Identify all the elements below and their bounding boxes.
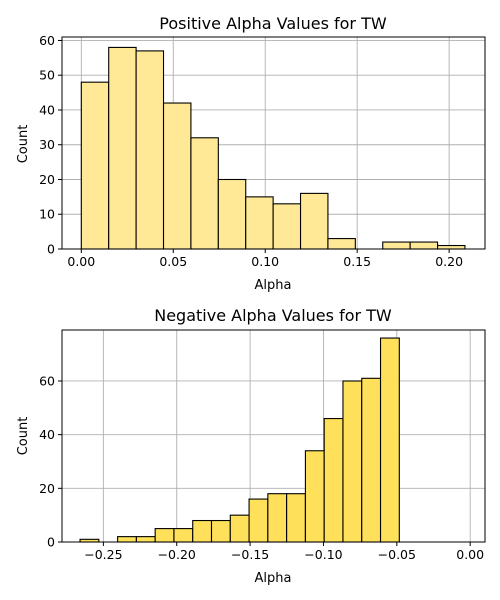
histogram-bar bbox=[286, 493, 306, 543]
histogram-bar bbox=[190, 137, 219, 250]
histogram-bar bbox=[229, 514, 250, 543]
y-tick-label: 0 bbox=[47, 242, 55, 257]
x-tick-label: −0.05 bbox=[378, 547, 416, 562]
positive-alpha-histogram: Positive Alpha Values for TW Alpha Count… bbox=[16, 14, 486, 293]
histogram-bar bbox=[248, 498, 269, 543]
x-tick-label: −0.25 bbox=[84, 547, 122, 562]
negative-alpha-histogram: Negative Alpha Values for TW Alpha Count… bbox=[16, 306, 486, 586]
bars bbox=[80, 46, 466, 250]
y-tick-label: 40 bbox=[39, 427, 55, 442]
histogram-bar bbox=[267, 493, 288, 543]
x-tick-label: 0.10 bbox=[251, 254, 279, 269]
chart-title: Negative Alpha Values for TW bbox=[154, 306, 392, 325]
histogram-bar bbox=[304, 450, 325, 543]
histogram-bar bbox=[299, 192, 329, 250]
histogram-bar bbox=[245, 196, 274, 250]
x-tick-label: 0.15 bbox=[343, 254, 371, 269]
histogram-bar bbox=[192, 519, 213, 543]
x-tick-label: −0.10 bbox=[304, 547, 342, 562]
histogram-bar bbox=[409, 241, 439, 250]
histogram-bar bbox=[379, 337, 400, 543]
y-ticks: 0 10 20 30 40 50 60 bbox=[39, 33, 62, 257]
y-tick-label: 60 bbox=[39, 373, 55, 388]
x-tick-label: 0.00 bbox=[456, 547, 484, 562]
histogram-bar bbox=[217, 178, 247, 250]
y-tick-label: 20 bbox=[39, 481, 55, 496]
axes-frame bbox=[61, 36, 486, 250]
chart-title: Positive Alpha Values for TW bbox=[159, 14, 387, 33]
histogram-bar bbox=[361, 377, 382, 543]
histogram-bar bbox=[382, 241, 411, 250]
x-tick-label: 0.20 bbox=[435, 254, 463, 269]
bars bbox=[79, 337, 400, 543]
histogram-bar bbox=[135, 50, 165, 250]
histogram-bar bbox=[327, 238, 356, 250]
x-axis-label: Alpha bbox=[255, 571, 292, 586]
y-tick-label: 30 bbox=[39, 137, 55, 152]
x-tick-label: −0.20 bbox=[158, 547, 196, 562]
y-axis-label: Count bbox=[16, 125, 31, 164]
histogram-bar bbox=[80, 81, 110, 250]
histogram-bar bbox=[323, 418, 344, 543]
histogram-bar bbox=[108, 46, 137, 250]
y-tick-label: 40 bbox=[39, 102, 55, 117]
histogram-bar bbox=[135, 536, 156, 543]
y-tick-label: 10 bbox=[39, 207, 55, 222]
histogram-bar bbox=[117, 536, 137, 543]
y-tick-label: 60 bbox=[39, 33, 55, 48]
y-axis-label: Count bbox=[16, 417, 31, 456]
x-ticks: −0.25 −0.20 −0.15 −0.10 −0.05 0.00 bbox=[84, 542, 484, 562]
y-tick-label: 20 bbox=[39, 172, 55, 187]
histogram-bar bbox=[272, 203, 302, 250]
x-tick-label: 0.00 bbox=[67, 254, 95, 269]
histogram-bar bbox=[210, 519, 231, 543]
x-ticks: 0.00 0.05 0.10 0.15 0.20 bbox=[67, 249, 463, 269]
x-tick-label: −0.15 bbox=[231, 547, 269, 562]
axes-frame bbox=[61, 329, 486, 543]
histogram-bar bbox=[173, 528, 194, 543]
x-axis-label: Alpha bbox=[255, 278, 292, 293]
histogram-bar bbox=[154, 528, 175, 543]
x-tick-label: 0.05 bbox=[159, 254, 187, 269]
histogram-bar bbox=[342, 380, 363, 543]
y-tick-label: 0 bbox=[47, 535, 55, 550]
histogram-bar bbox=[162, 102, 192, 250]
y-tick-label: 50 bbox=[39, 68, 55, 83]
histogram-bar bbox=[437, 244, 466, 250]
y-ticks: 0 20 40 60 bbox=[39, 373, 62, 550]
